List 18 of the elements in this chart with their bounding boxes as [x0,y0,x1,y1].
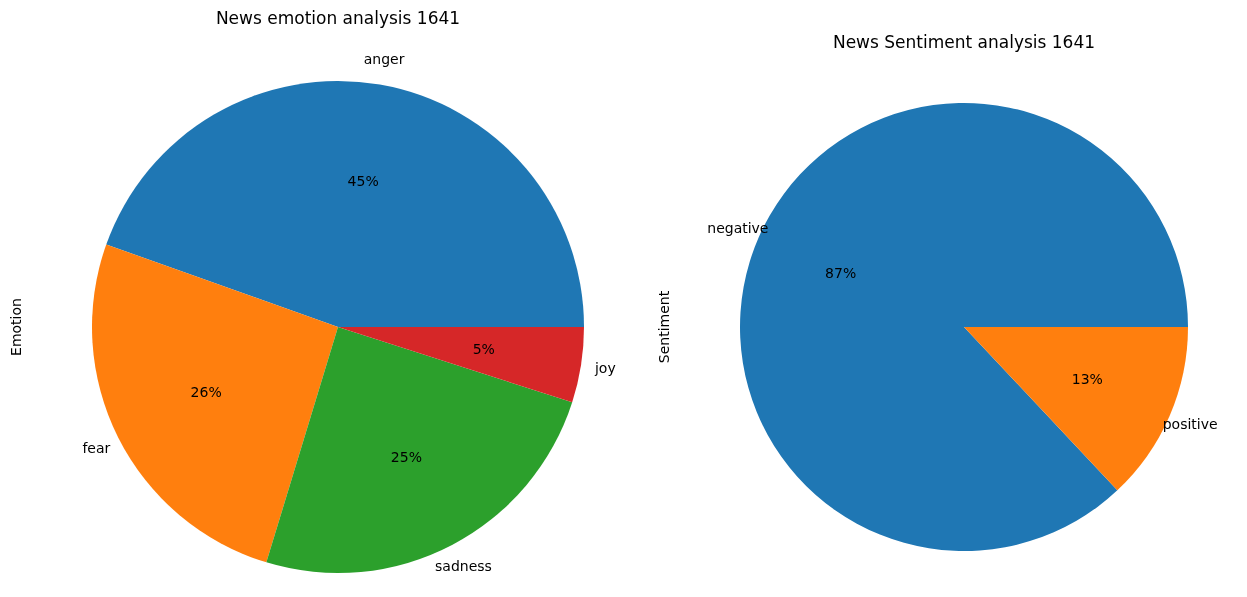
slice-label: anger [363,51,405,68]
text: Emotion [8,298,24,356]
slice-label: positive [1162,415,1218,432]
chart-title: News emotion analysis 1641 [215,8,461,29]
data-label: 25% [390,448,422,465]
pie-slice [106,81,584,327]
data-label: 5% [472,340,495,357]
slice-label: joy [593,359,616,376]
text: Sentiment [656,290,672,364]
data-label: 26% [190,384,222,401]
slice-label: sadness [435,557,492,574]
pie-slice [266,327,573,573]
slice-label: fear [82,439,111,456]
data-label: 13% [1071,371,1103,388]
data-label: 87% [825,264,857,281]
pie-slice [338,327,584,403]
chart-title: News Sentiment analysis 1641 [832,32,1096,52]
data-label: 45% [347,172,379,189]
